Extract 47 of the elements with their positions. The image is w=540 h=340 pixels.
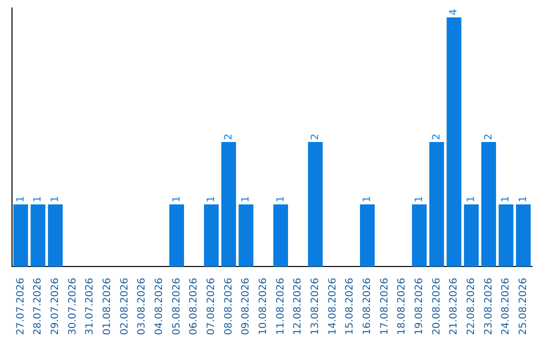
x-tick-label: 22.08.2026 [466,278,477,336]
x-tick-label: 17.08.2026 [379,278,390,336]
x-tick-label: 25.08.2026 [518,278,529,336]
data-label: 2 [310,134,321,140]
x-tick-label: 09.08.2026 [240,278,252,336]
x-tick-label: 13.08.2026 [310,278,321,336]
x-tick-label: 31.07.2026 [84,278,96,336]
x-tick-label: 05.08.2026 [171,278,182,336]
data-label: 4 [448,8,460,16]
x-tick-label: 21.08.2026 [448,278,460,336]
x-tick-label: 24.08.2026 [500,278,512,336]
x-tick-label: 04.08.2026 [154,278,165,336]
x-tick-label: 20.08.2026 [431,278,442,336]
data-label: 1 [275,196,286,202]
data-label: 1 [414,196,425,202]
data-label: 1 [15,196,26,202]
data-label: 1 [466,196,477,202]
data-label: 1 [362,196,373,202]
x-tick-label: 03.08.2026 [136,278,148,336]
data-label: 1 [171,196,182,202]
x-tick-label: 07.08.2026 [206,278,217,336]
x-tick-label: 30.07.2026 [67,278,78,336]
data-label: 1 [518,196,529,202]
x-tick-label: 01.08.2026 [102,278,113,336]
x-tick-label: 06.08.2026 [188,278,200,336]
data-label: 2 [431,134,442,140]
x-tick-label: 08.08.2026 [223,278,234,336]
data-label: 2 [223,134,234,140]
data-label: 1 [206,196,217,202]
x-tick-label: 11.08.2026 [275,278,286,336]
data-label: 1 [32,196,44,202]
x-tick-label: 18.08.2026 [396,278,408,336]
x-tick-label: 23.08.2026 [483,278,494,336]
x-tick-label: 28.07.2026 [32,278,44,336]
data-label: 1 [50,196,61,202]
x-tick-label: 10.08.2026 [258,278,269,336]
data-label: 1 [500,196,512,202]
x-tick-label: 19.08.2026 [414,278,425,336]
x-tick-label: 14.08.2026 [327,278,338,336]
data-label: 2 [483,134,494,140]
data-label: 1 [240,196,252,202]
x-tick-label: 12.08.2026 [292,278,304,336]
x-tick-label: 27.07.2026 [15,278,26,336]
x-tick-label: 16.08.2026 [362,278,373,336]
x-tick-label: 15.08.2026 [344,278,356,336]
x-tick-label: 29.07.2026 [50,278,61,336]
x-tick-label: 02.08.2026 [119,278,130,336]
